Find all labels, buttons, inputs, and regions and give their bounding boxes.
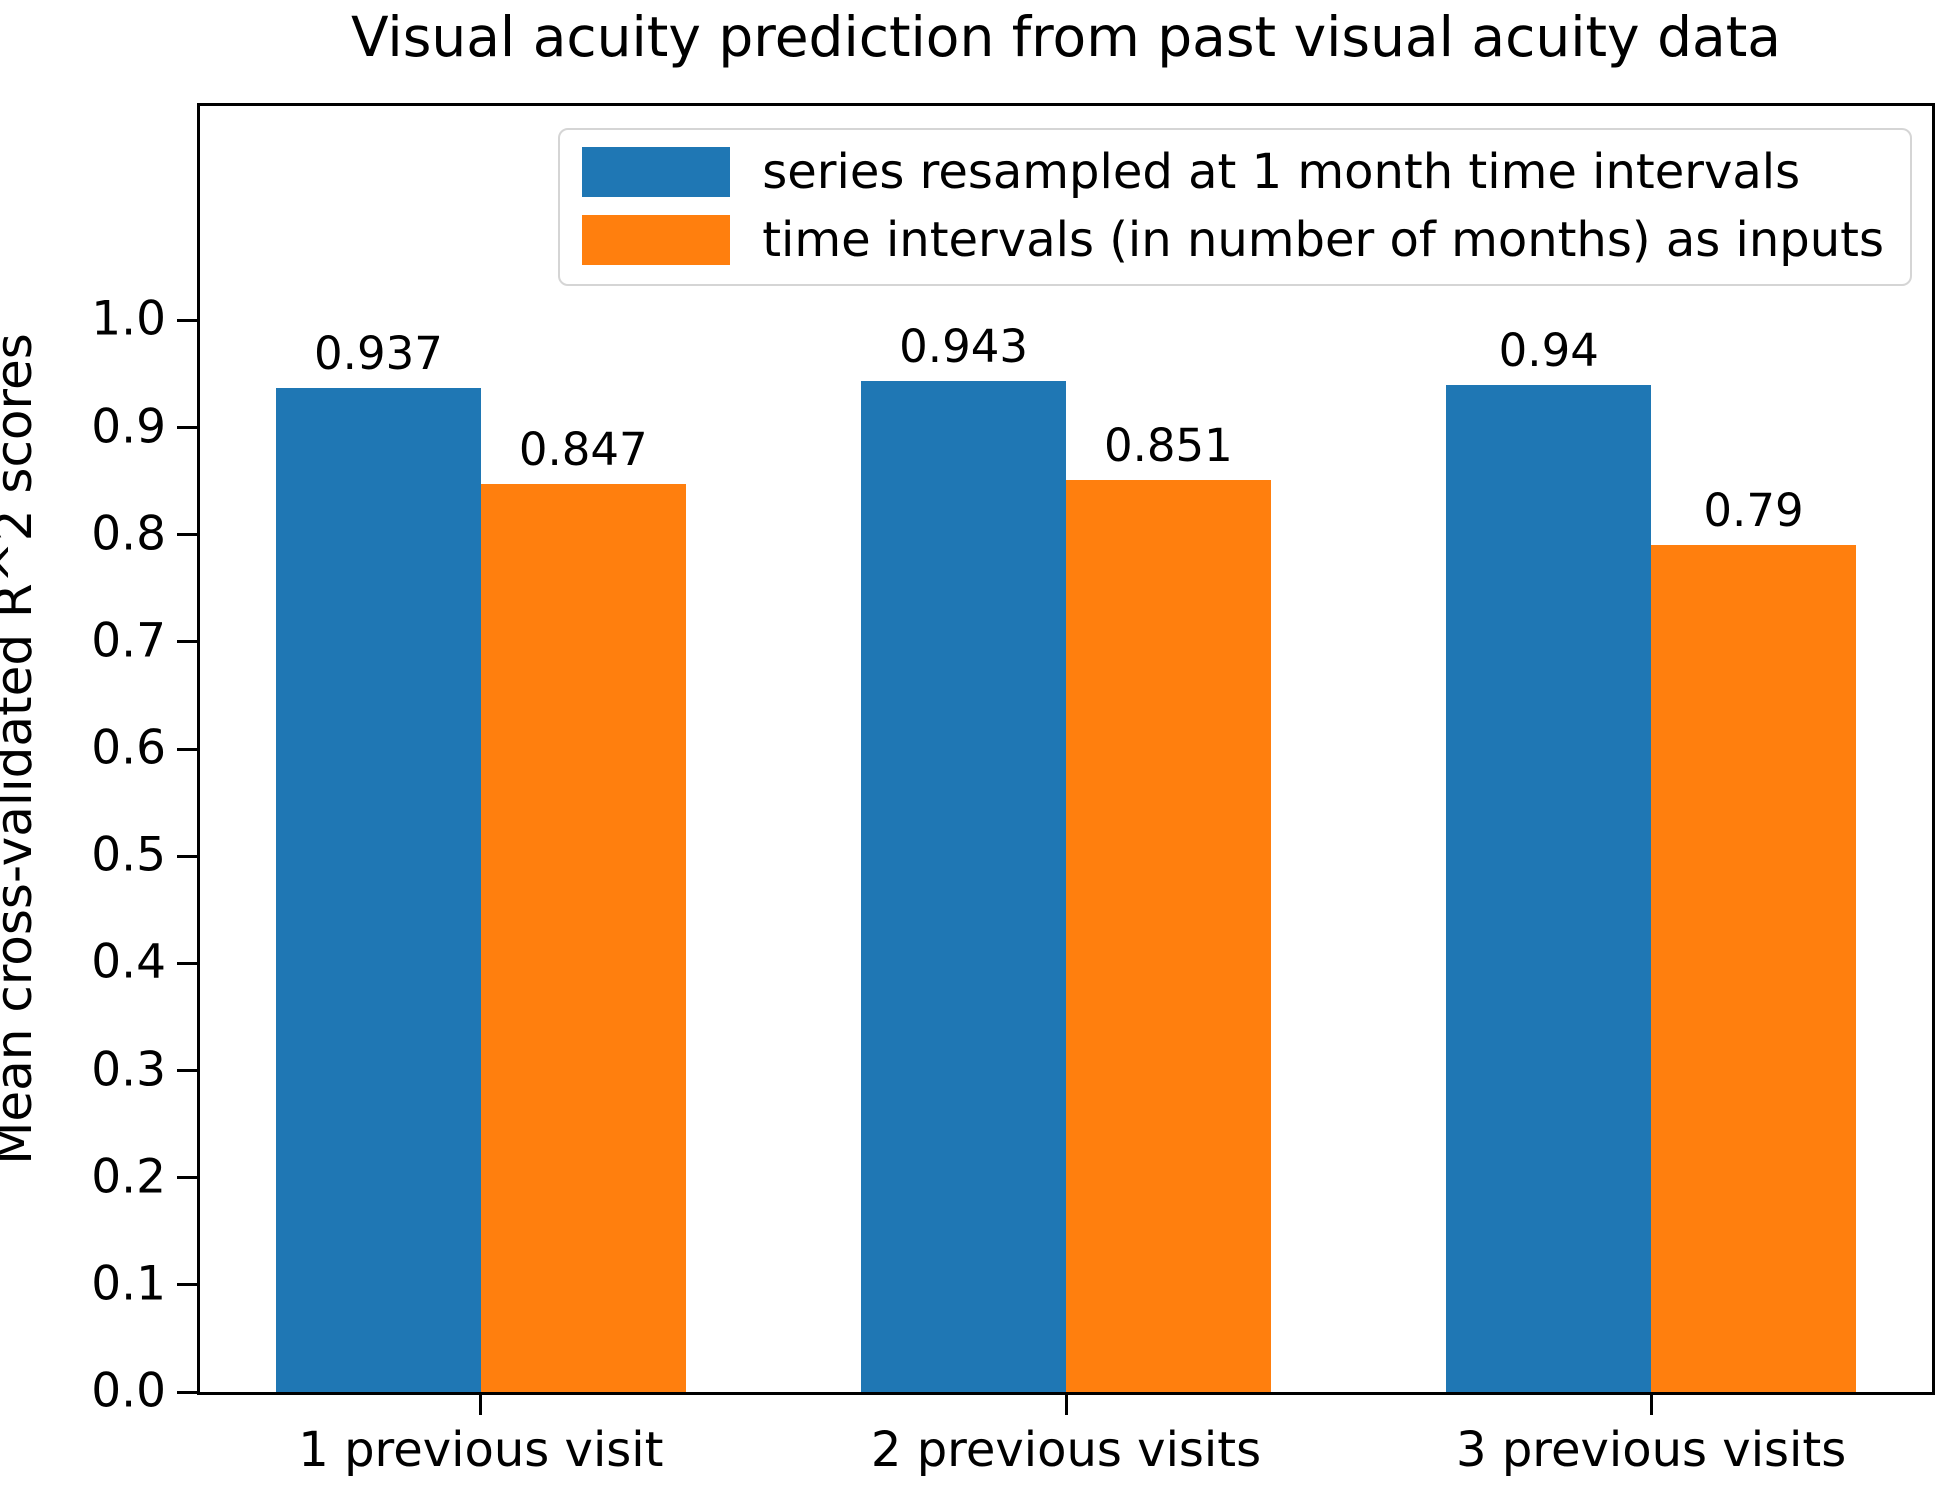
x-tick-mark: [1064, 1395, 1068, 1415]
y-tick-mark: [177, 1069, 197, 1072]
y-tick-label: 0.2: [91, 1149, 166, 1205]
y-tick-label: 0.5: [91, 827, 166, 883]
y-axis-label: Mean cross-validated R^2 scores: [0, 333, 43, 1165]
bar-value-label: 0.79: [1703, 484, 1804, 538]
x-tick-label: 3 previous visits: [1456, 1422, 1847, 1478]
y-tick-mark: [177, 426, 197, 429]
y-tick-mark: [177, 640, 197, 644]
bar-orange-group-3: [1651, 545, 1856, 1392]
bar-value-label: 0.851: [1103, 419, 1233, 472]
x-tick-mark: [1649, 1395, 1653, 1415]
y-tick-mark: [177, 961, 197, 965]
legend-item-series-2: time intervals (in number of months) as …: [582, 212, 1884, 268]
y-tick-mark: [177, 1176, 197, 1180]
y-tick-mark: [177, 318, 197, 322]
bar-orange-group-2: [1066, 480, 1271, 1392]
plot-area: series resampled at 1 month time interva…: [91, 103, 1935, 1478]
bar-value-label: 0.937: [314, 326, 443, 380]
bar-blue-group-1: [276, 387, 481, 1392]
y-tick-label: 0.1: [91, 1256, 166, 1312]
y-tick-mark: [177, 1283, 197, 1287]
y-tick-mark: [177, 854, 197, 858]
y-tick-label: 0.3: [91, 1041, 166, 1097]
legend-item-series-1: series resampled at 1 month time interva…: [582, 144, 1884, 200]
legend-swatch-blue: [582, 147, 731, 197]
y-tick-label: 0.9: [91, 398, 166, 454]
y-tick-mark: [177, 747, 197, 751]
legend-swatch-orange: [582, 215, 731, 265]
y-tick-mark: [177, 533, 197, 537]
bar-blue-group-3: [1446, 384, 1652, 1392]
x-tick-label: 2 previous visits: [870, 1422, 1262, 1478]
y-tick-label: 1.0: [91, 291, 166, 347]
bar-orange-group-1: [480, 484, 686, 1392]
x-tick-mark: [479, 1395, 483, 1415]
chart-title: Visual acuity prediction from past visua…: [351, 5, 1781, 69]
y-tick-label: 0.6: [91, 720, 166, 776]
y-tick-label: 0.7: [91, 613, 166, 669]
bar-value-label: 0.94: [1498, 323, 1599, 377]
x-tick-label: 1 previous visit: [298, 1422, 664, 1478]
y-tick-label: 0.0: [91, 1363, 166, 1419]
bar-value-label: 0.847: [518, 423, 648, 477]
legend-label: time intervals (in number of months) as …: [762, 212, 1884, 268]
bar-blue-group-2: [861, 381, 1066, 1392]
y-tick-label: 0.8: [91, 506, 166, 562]
y-tick-label: 0.4: [91, 934, 166, 990]
legend: series resampled at 1 month time interva…: [558, 128, 1912, 286]
bar-value-label: 0.943: [899, 320, 1029, 374]
y-tick-mark: [177, 1390, 197, 1394]
legend-label: series resampled at 1 month time interva…: [762, 144, 1801, 200]
